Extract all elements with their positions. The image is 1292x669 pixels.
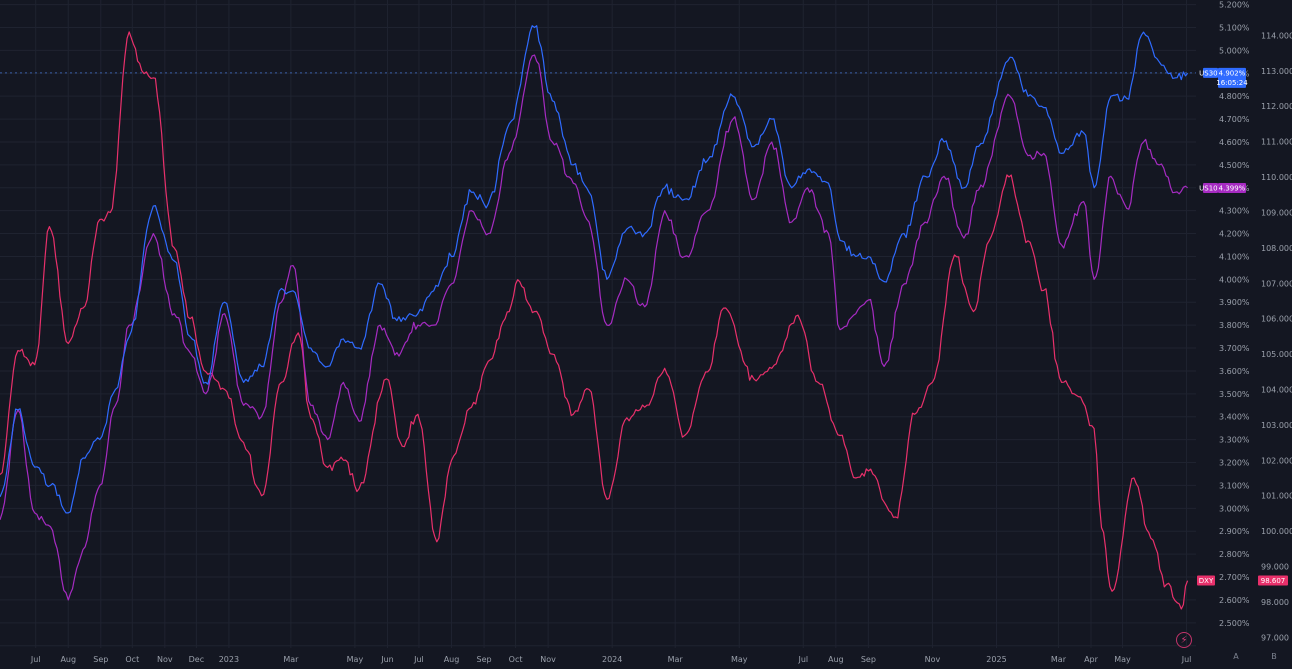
series-name-tag xyxy=(1203,67,1218,78)
x-tick-label: Aug xyxy=(444,655,460,664)
y-tick-label-index: 99.000 xyxy=(1261,563,1289,572)
y-axis-left-scale[interactable]: 2.500% 2.600% 2.700% 2.800% 2.900% 3.000% 3.10… xyxy=(1219,1,1250,628)
y-tick-label-percent: 3.200% xyxy=(1219,459,1250,468)
x-tick-label: Jul xyxy=(413,655,424,664)
x-tick-label: Oct xyxy=(509,655,523,664)
x-tick-label: Sep xyxy=(93,655,108,664)
series-name-tag-label: DXY xyxy=(1199,577,1214,585)
x-tick-label: Mar xyxy=(1051,655,1067,664)
y-tick-label-percent: 4.000% xyxy=(1219,275,1250,284)
y-tick-label-percent: 5.100% xyxy=(1219,23,1250,32)
x-tick-label: 2025 xyxy=(986,655,1006,664)
y-tick-label-index: 98.000 xyxy=(1261,598,1289,607)
series-last-value-tag xyxy=(1258,575,1288,586)
y-tick-label-percent: 3.100% xyxy=(1219,481,1250,490)
y-tick-label-percent: 3.400% xyxy=(1219,413,1250,422)
lightning-icon[interactable]: ⚡ xyxy=(1176,632,1192,648)
x-tick-label: Apr xyxy=(1084,655,1099,664)
y-tick-label-index: 108.000 xyxy=(1261,244,1292,253)
series-last-value-label: 98.607 xyxy=(1261,577,1286,585)
series-last-value-tag xyxy=(1218,67,1246,88)
series-line-us10y xyxy=(0,54,1188,601)
y-tick-label-index: 100.000 xyxy=(1261,527,1292,536)
x-tick-label: Jul xyxy=(797,655,808,664)
y-tick-label-index: 110.000 xyxy=(1261,173,1292,182)
y-tick-label-index: 105.000 xyxy=(1261,350,1292,359)
y-tick-label-percent: 4.600% xyxy=(1219,138,1250,147)
x-tick-label: Sep xyxy=(477,655,492,664)
x-tick-label: Dec xyxy=(189,655,204,664)
series-last-value-tag xyxy=(1218,182,1246,193)
x-tick-label: Oct xyxy=(125,655,139,664)
y-tick-label-index: 114.000 xyxy=(1261,31,1292,40)
y-tick-label-index: 112.000 xyxy=(1261,102,1292,111)
y-tick-label-index: 103.000 xyxy=(1261,421,1292,430)
y-tick-label-index: 111.000 xyxy=(1261,138,1292,147)
y-tick-label-percent: 2.700% xyxy=(1219,573,1250,582)
y-tick-label-percent: 3.900% xyxy=(1219,298,1250,307)
auto-scale-button[interactable]: A xyxy=(1233,652,1239,661)
y-tick-label-index: 97.000 xyxy=(1261,633,1289,642)
series-line-dxy xyxy=(0,31,1189,610)
series-line-us30y xyxy=(0,25,1189,514)
x-tick-label: Jul xyxy=(30,655,41,664)
y-tick-label-percent: 3.500% xyxy=(1219,390,1250,399)
grid xyxy=(0,0,1196,648)
y-tick-label-percent: 4.200% xyxy=(1219,230,1250,239)
y-tick-label-percent: 4.300% xyxy=(1219,207,1250,216)
y-tick-label-percent: 4.700% xyxy=(1219,115,1250,124)
y-tick-label-percent: 5.200% xyxy=(1219,1,1250,10)
log-scale-button[interactable]: B xyxy=(1271,652,1277,661)
y-tick-label-percent: 5.000% xyxy=(1219,46,1250,55)
y-tick-label-percent: 2.500% xyxy=(1219,619,1250,628)
x-tick-label: Sep xyxy=(861,655,876,664)
y-tick-label-index: 102.000 xyxy=(1261,456,1292,465)
y-tick-label-percent: 4.100% xyxy=(1219,252,1250,261)
series-last-value-label: 4.902% xyxy=(1219,69,1246,77)
y-tick-label-index: 101.000 xyxy=(1261,492,1292,501)
y-tick-label-percent: 4.800% xyxy=(1219,92,1250,101)
y-tick-label-percent: 4.500% xyxy=(1219,161,1250,170)
x-tick-label: Mar xyxy=(283,655,299,664)
series-name-tag-label: US10Y xyxy=(1199,184,1222,192)
y-tick-label-index: 104.000 xyxy=(1261,386,1292,395)
y-tick-label-percent: 3.800% xyxy=(1219,321,1250,330)
x-tick-label: May xyxy=(731,655,748,664)
y-tick-label-percent: 2.600% xyxy=(1219,596,1250,605)
y-tick-label-percent: 3.300% xyxy=(1219,436,1250,445)
x-tick-label: Nov xyxy=(540,655,556,664)
y-tick-label-index: 113.000 xyxy=(1261,67,1292,76)
series-name-tag xyxy=(1203,182,1218,193)
y-tick-label-percent: 2.900% xyxy=(1219,527,1250,536)
series-last-value-label: 4.399% xyxy=(1219,184,1246,192)
x-tick-label: Jul xyxy=(1181,655,1192,664)
x-tick-label: Aug xyxy=(60,655,76,664)
x-tick-label: Nov xyxy=(925,655,941,664)
y-tick-label-percent: 3.600% xyxy=(1219,367,1250,376)
x-tick-label: Mar xyxy=(668,655,684,664)
x-tick-label: Jun xyxy=(380,655,394,664)
x-tick-label: Nov xyxy=(157,655,173,664)
series-name-tag xyxy=(1197,575,1215,586)
x-tick-label: May xyxy=(347,655,364,664)
x-tick-label: 2023 xyxy=(219,655,239,664)
x-tick-label: Aug xyxy=(828,655,844,664)
series-lines xyxy=(0,25,1189,610)
x-tick-label: May xyxy=(1114,655,1131,664)
x-axis-time-scale[interactable]: Jul Aug Sep Oct Nov Dec 2023 Mar May Jun Jul Aug Sep… xyxy=(30,655,1192,664)
x-tick-label: 2024 xyxy=(602,655,622,664)
y-axis-right-scale[interactable]: 97.000 98.000 99.000 100.000 101.000 102.000 1… xyxy=(1261,31,1292,642)
y-tick-label-index: 109.000 xyxy=(1261,208,1292,217)
y-tick-label-percent: 2.800% xyxy=(1219,550,1250,559)
y-tick-label-index: 106.000 xyxy=(1261,315,1292,324)
countdown-label: 16:05:24 xyxy=(1216,79,1248,87)
series-name-tag-label: US30Y xyxy=(1199,69,1222,77)
y-tick-label-index: 107.000 xyxy=(1261,279,1292,288)
y-tick-label-percent: 3.000% xyxy=(1219,504,1250,513)
y-tick-label-percent: 3.700% xyxy=(1219,344,1250,353)
